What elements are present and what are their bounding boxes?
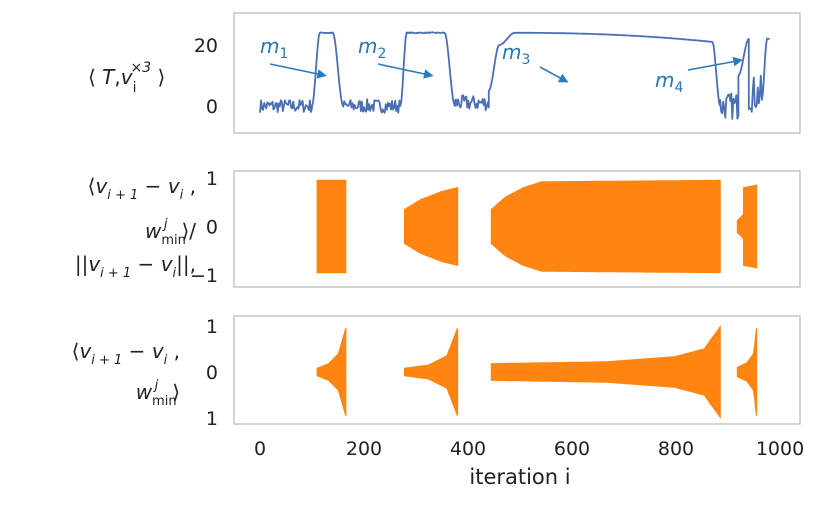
annotation-arrow-m4 xyxy=(687,56,743,71)
ylabel-subscript: i + 1 xyxy=(100,266,131,281)
annotation-arrow-m1 xyxy=(269,63,327,79)
panel-2-burst xyxy=(490,179,721,274)
ylabel-subscript: i xyxy=(173,266,177,281)
panel-2-ylabel-line-3: ||vi + 1 − vi||, xyxy=(75,252,196,281)
annotation-base: m xyxy=(260,34,279,58)
ylabel-part: − xyxy=(138,174,167,198)
ylabel-part: ⟨ xyxy=(88,174,96,198)
ylabel-part: v xyxy=(121,65,134,89)
panel-2-ylabel-line-1: ⟨vi + 1 − vi , xyxy=(88,174,196,203)
ylabel-part: || xyxy=(75,252,88,276)
ylabel-part: w xyxy=(136,380,153,404)
panel-3-frame xyxy=(233,315,801,425)
xtick-label: 600 xyxy=(554,438,590,460)
annotation-arrow-m2 xyxy=(377,63,434,79)
annotation-subscript: 3 xyxy=(521,52,530,68)
panel-1-ytick-label: 0 xyxy=(206,96,218,118)
ylabel-part: ⟩ xyxy=(151,65,165,89)
xtick-label: 800 xyxy=(658,438,694,460)
ylabel-part: , xyxy=(167,339,180,363)
panel-2-ytick-label: 1 xyxy=(206,168,218,190)
ylabel-subscript: min xyxy=(152,394,177,409)
panel-3-burst xyxy=(490,325,721,419)
annotation-subscript: 4 xyxy=(674,80,683,96)
annotation-base: m xyxy=(655,68,674,92)
ylabel-part: v xyxy=(95,174,108,198)
ylabel-subscript: min xyxy=(161,233,186,248)
ylabel-subscript: i xyxy=(164,353,168,368)
annotation-base: m xyxy=(502,40,521,64)
panel-1-ytick-label: 20 xyxy=(194,35,218,57)
panel-2-burst xyxy=(404,186,459,267)
panel-1-ylabel: ⟨ T,vi ×3 ⟩ xyxy=(88,60,165,96)
ylabel-part: ⟨ xyxy=(72,339,80,363)
xtick-label: 0 xyxy=(254,438,266,460)
ylabel-subscript: i + 1 xyxy=(107,188,138,203)
ylabel-part: w xyxy=(145,219,162,243)
xtick-label: 400 xyxy=(450,438,486,460)
panel-1-frame xyxy=(233,12,801,134)
panel-2-burst xyxy=(743,184,758,269)
ylabel-part: v xyxy=(161,252,174,276)
panel-2-frame xyxy=(233,170,801,288)
annotation-subscript: 2 xyxy=(377,46,386,62)
ylabel-part: v xyxy=(79,339,92,363)
ylabel-part: ⟨ xyxy=(88,65,102,89)
ylabel-superscript: ×3 xyxy=(130,60,151,76)
ylabel-part: − xyxy=(131,252,160,276)
panel-2-ylabel-line-2: wminj ⟩/ xyxy=(145,217,196,248)
panel-3-ylabel-line-1: ⟨vi + 1 − vi , xyxy=(72,339,180,368)
ylabel-part: v xyxy=(88,252,101,276)
ylabel-part: , xyxy=(114,65,120,89)
panel-3-ytick-label: 1 xyxy=(206,408,218,430)
panel-2-ytick-label: −1 xyxy=(190,265,218,287)
panel-2-burst xyxy=(316,179,347,274)
xtick-label: 200 xyxy=(346,438,382,460)
ylabel-superscript: j xyxy=(162,217,168,232)
xtick-label: 1000 xyxy=(756,438,804,460)
panel-2-ytick-label: 0 xyxy=(206,217,218,239)
ylabel-subscript: i xyxy=(180,188,184,203)
ylabel-subscript: i xyxy=(133,80,137,96)
ylabel-part: ⟩ xyxy=(172,380,180,404)
panel-3-ytick-label: 1 xyxy=(206,316,218,338)
ylabel-part: , xyxy=(183,174,196,198)
annotation-m3: m3 xyxy=(502,40,530,68)
panel-3-burst xyxy=(736,328,758,416)
annotation-arrow-m3 xyxy=(539,66,569,83)
annotation-subscript: 1 xyxy=(279,46,288,62)
x-axis-label: iteration i xyxy=(469,465,570,489)
ylabel-part: ⟩/ xyxy=(181,219,196,243)
ylabel-part: T xyxy=(102,65,116,89)
panel-3-burst xyxy=(404,328,459,416)
panel-3-burst xyxy=(316,328,347,416)
annotation-m2: m2 xyxy=(358,34,386,62)
panel-3-ylabel-line-2: wminj ⟩ xyxy=(136,378,180,409)
ylabel-superscript: j xyxy=(153,378,159,393)
panel-1-series-line xyxy=(259,31,770,120)
panel-3-ytick-label: 0 xyxy=(206,362,218,384)
ylabel-part: ||, xyxy=(176,252,196,276)
ylabel-part: − xyxy=(122,339,151,363)
ylabel-part: v xyxy=(152,339,165,363)
annotation-m4: m4 xyxy=(655,68,683,96)
annotation-base: m xyxy=(358,34,377,58)
ylabel-part: v xyxy=(168,174,181,198)
annotation-m1: m1 xyxy=(260,34,288,62)
ylabel-subscript: i + 1 xyxy=(91,353,122,368)
panel-2-burst xyxy=(736,212,745,241)
